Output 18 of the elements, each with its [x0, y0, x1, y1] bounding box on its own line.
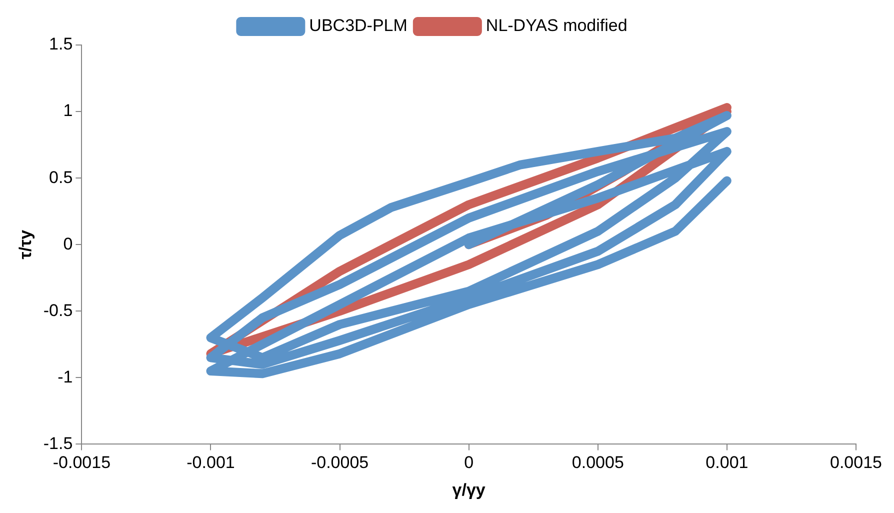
y-tick-label: -1 — [58, 367, 73, 386]
x-tick-label: -0.001 — [186, 453, 235, 472]
x-tick-label: -0.0015 — [52, 453, 111, 472]
y-tick-label: 0.5 — [49, 168, 73, 187]
legend-label: UBC3D-PLM — [309, 16, 408, 36]
y-tick-label: -1.5 — [43, 434, 73, 453]
legend-label: NL-DYAS modified — [486, 16, 628, 36]
x-tick-label: 0.0005 — [572, 453, 624, 472]
x-tick-label: 0.001 — [706, 453, 748, 472]
y-axis-title: τ/τy — [16, 229, 35, 260]
x-tick-label: -0.0005 — [310, 453, 369, 472]
x-axis-title: γ/γy — [452, 480, 486, 500]
y-tick-label: 1 — [63, 101, 73, 120]
y-tick-label: -0.5 — [43, 300, 73, 320]
y-tick-label: 0 — [63, 234, 73, 254]
x-tick-label: 0.0015 — [830, 453, 882, 472]
y-tick-label: 1.5 — [49, 34, 73, 54]
x-tick-label: 0 — [464, 453, 474, 472]
